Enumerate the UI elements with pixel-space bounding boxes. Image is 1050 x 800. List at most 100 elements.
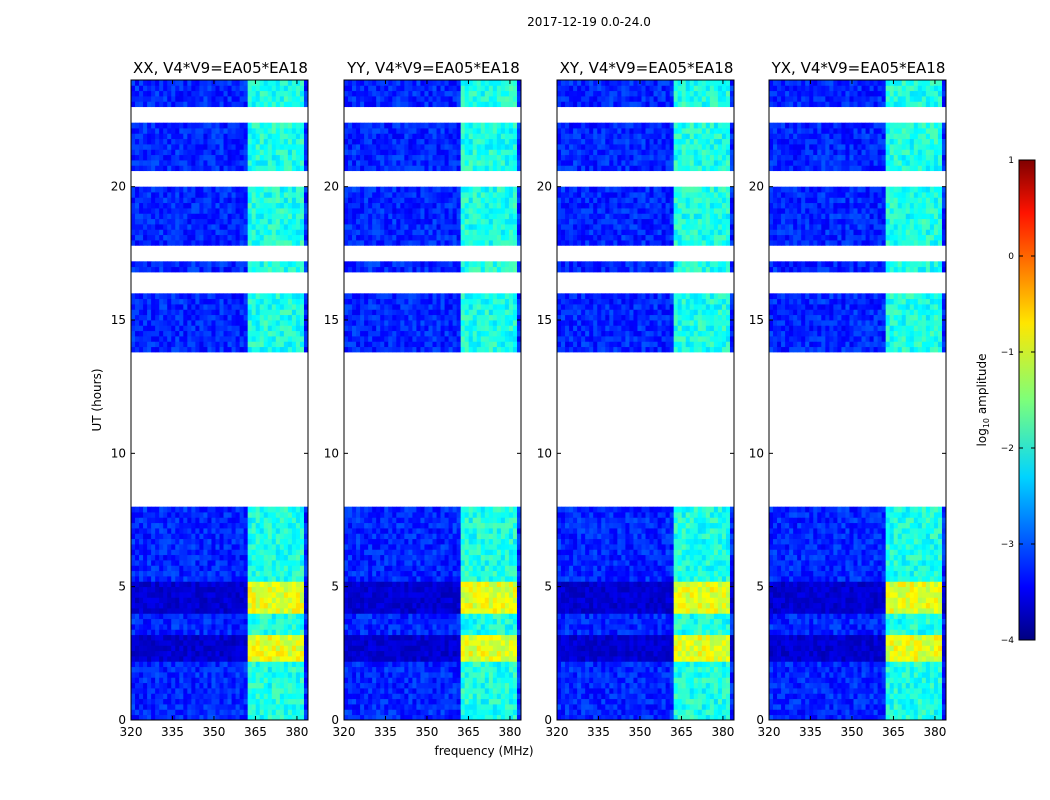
heatmap-cell [211,581,216,588]
heatmap-cell [516,608,522,614]
heatmap-cell [299,224,305,230]
heatmap-cell [155,165,160,172]
heatmap-cell [155,128,160,134]
heatmap-cell [412,613,417,620]
heatmap-cell [492,624,498,630]
heatmap-cell [428,677,433,684]
heatmap-cell [279,144,285,150]
heatmap-cell [500,592,506,598]
heatmap-cell [171,165,176,172]
heatmap-cell [167,570,172,577]
heatmap-cell [360,618,365,625]
heatmap-cell [195,517,200,524]
heatmap-cell [143,682,148,689]
heatmap-cell [267,298,273,305]
heatmap-cell [183,304,188,310]
heatmap-cell [187,645,192,652]
heatmap-cell [199,133,204,140]
heatmap-cell [488,698,494,705]
heatmap-cell [500,554,506,561]
heatmap-cell [380,618,385,625]
heatmap-cell [279,314,285,321]
heatmap-cell [287,320,293,326]
heatmap-cell [215,234,220,241]
heatmap-cell [131,608,136,614]
heatmap-cell [167,304,172,310]
heatmap-cell [384,592,389,598]
heatmap-cell [404,581,409,588]
heatmap-cell [444,682,449,689]
heatmap-cell [171,682,176,689]
heatmap-cell [460,549,466,556]
heatmap-cell [392,581,397,588]
heatmap-cell [247,160,253,166]
heatmap-cell [412,677,417,684]
heatmap-cell [175,165,180,172]
heatmap-cell [199,586,204,593]
heatmap-cell [207,629,212,636]
heatmap-cell [227,506,232,513]
heatmap-cell [496,677,502,684]
heatmap-cell [219,213,224,220]
heatmap-cell [207,634,212,641]
heatmap-cell [247,581,253,588]
heatmap-cell [159,682,164,689]
heatmap-cell [255,154,261,161]
heatmap-cell [303,261,309,268]
heatmap-cell [396,640,401,646]
heatmap-cell [247,144,253,150]
heatmap-cell [283,645,289,652]
heatmap-cell [263,122,269,129]
heatmap-cell [452,650,458,657]
heatmap-cell [159,229,164,236]
heatmap-cell [279,506,285,513]
heatmap-cell [303,570,309,577]
heatmap-cell [472,656,478,662]
heatmap-cell [195,266,200,273]
heatmap-cell [460,709,466,716]
heatmap-cell [456,538,462,545]
heatmap-cell [303,133,309,140]
heatmap-cell [404,693,409,700]
heatmap-cell [436,581,441,588]
heatmap-cell [207,309,212,316]
heatmap-cell [344,565,349,572]
heatmap-cell [267,149,273,156]
heatmap-cell [255,144,261,150]
heatmap-cell [287,192,293,198]
heatmap-cell [159,640,164,646]
heatmap-cell [464,714,470,721]
heatmap-cell [175,682,180,689]
heatmap-cell [392,645,397,652]
heatmap-cell [167,320,172,326]
heatmap-cell [219,186,224,193]
heatmap-cell [376,597,381,604]
heatmap-cell [147,149,152,156]
heatmap-cell [255,704,261,710]
heatmap-cell [135,128,140,134]
heatmap-cell [259,576,265,582]
heatmap-cell [179,293,184,300]
heatmap-cell [275,330,281,337]
heatmap-cell [283,320,289,326]
heatmap-cell [416,672,421,678]
heatmap-cell [448,672,454,678]
heatmap-cell [243,549,249,556]
heatmap-cell [291,693,297,700]
heatmap-cell [295,714,301,721]
heatmap-cell [472,709,478,716]
heatmap-cell [452,576,458,582]
heatmap-cell [472,565,478,572]
heatmap-cell [516,693,522,700]
heatmap-cell [175,261,180,268]
heatmap-cell [215,560,220,566]
heatmap-cell [476,570,482,577]
heatmap-cell [183,138,188,145]
heatmap-cell [303,560,309,566]
heatmap-cell [255,165,261,172]
heatmap-cell [267,506,273,513]
heatmap-cell [135,661,140,668]
heatmap-cell [472,634,478,641]
heatmap-cell [283,698,289,705]
heatmap-cell [267,698,273,705]
